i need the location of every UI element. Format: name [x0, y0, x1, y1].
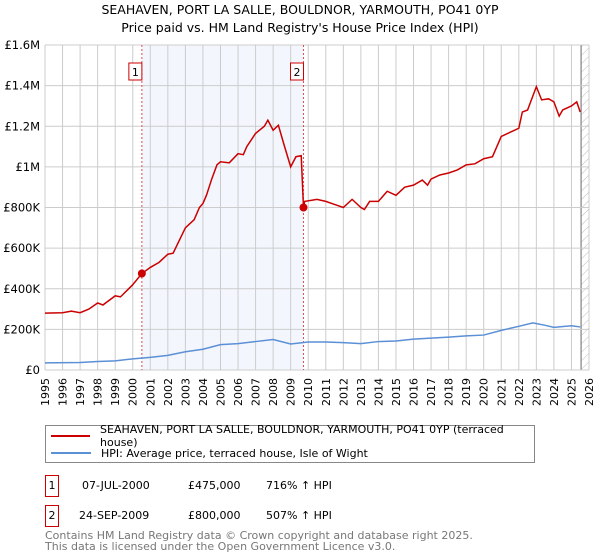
sale-row-2: 2 24-SEP-2009 £800,000 507% ↑ HPI [45, 505, 445, 527]
x-tick-label: 2000 [127, 378, 140, 406]
x-tick-label: 2004 [197, 378, 210, 406]
hpi-line [44, 322, 581, 364]
footer-line-2: This data is licensed under the Open Gov… [45, 540, 396, 553]
x-tick-label: 2018 [443, 378, 456, 406]
y-tick-label: £0 [25, 363, 40, 377]
sale-marker-label: 2 [45, 505, 59, 527]
x-tick-label: 2012 [337, 378, 350, 406]
sale-date: 24-SEP-2009 [79, 509, 150, 522]
x-tick-label: 1996 [57, 378, 70, 406]
x-tick-label: 2022 [513, 378, 526, 406]
x-tick-label: 2026 [583, 378, 596, 406]
sale-row-1: 1 07-JUL-2000 £475,000 716% ↑ HPI [45, 475, 445, 497]
sale-marker-number: 1 [132, 66, 139, 79]
x-tick-label: 2008 [267, 378, 280, 406]
x-tick-label: 2013 [355, 378, 368, 406]
x-tick-label: 2021 [495, 378, 508, 406]
sale-date: 07-JUL-2000 [82, 479, 150, 492]
x-tick-label: 2025 [565, 378, 578, 406]
y-tick-label: £800K [3, 201, 40, 215]
x-tick-label: 2009 [285, 378, 298, 406]
sale-price: £800,000 [188, 509, 241, 522]
legend-label-property: SEAHAVEN, PORT LA SALLE, BOULDNOR, YARMO… [100, 423, 504, 449]
sale-hpi: 716% ↑ HPI [266, 479, 332, 492]
x-tick-label: 2023 [530, 378, 543, 406]
legend-label-hpi: HPI: Average price, terraced house, Isle… [101, 446, 368, 460]
sale-hpi: 507% ↑ HPI [266, 509, 332, 522]
y-tick-label: £400K [3, 282, 40, 296]
sale-marker-number: 2 [293, 66, 300, 79]
x-tick-label: 2002 [162, 378, 175, 406]
x-tick-label: 2011 [320, 378, 333, 406]
sale-point [137, 269, 146, 278]
x-tick-label: 2017 [425, 378, 438, 406]
x-tick-label: 2019 [460, 378, 473, 406]
sale-price: £475,000 [188, 479, 241, 492]
x-tick-label: 2003 [179, 378, 192, 406]
y-tick-label: £200K [3, 322, 40, 336]
y-tick-label: £1.4M [4, 79, 40, 93]
chart-title: SEAHAVEN, PORT LA SALLE, BOULDNOR, YARMO… [101, 2, 499, 17]
x-tick-label: 2005 [214, 378, 227, 406]
x-tick-label: 2010 [302, 378, 315, 406]
x-tick-label: 2014 [372, 378, 385, 406]
sale-point [299, 203, 308, 212]
chart-subtitle: Price paid vs. HM Land Registry's House … [121, 20, 479, 35]
legend-swatch-hpi [51, 452, 91, 454]
x-tick-label: 2024 [548, 378, 561, 406]
legend-swatch-property [51, 435, 91, 437]
y-tick-label: £1.2M [4, 119, 40, 133]
y-tick-label: £1.6M [4, 38, 40, 52]
sale-marker-box [289, 62, 304, 81]
price-chart: 1995 1996 1997 1998 1999 2000 2001 2002 2003 2004… [3, 38, 596, 406]
footer: Contains HM Land Registry data © Crown c… [45, 530, 473, 552]
footer-line-1: Contains HM Land Registry data © Crown c… [45, 529, 473, 542]
x-tick-label: 1995 [39, 378, 52, 406]
x-tick-label: 2015 [390, 378, 403, 406]
x-tick-label: 1999 [109, 378, 122, 406]
x-tick-label: 2001 [144, 378, 157, 406]
x-tick-label: 2007 [250, 378, 263, 406]
x-tick-label: 2020 [478, 378, 491, 406]
x-tick-label: 1997 [74, 378, 87, 406]
y-tick-label: £1M [15, 160, 40, 174]
legend: SEAHAVEN, PORT LA SALLE, BOULDNOR, YARMO… [45, 423, 535, 463]
x-tick-label: 2006 [232, 378, 245, 406]
property-price-line [44, 84, 581, 314]
sale-marker-box [128, 62, 143, 81]
y-tick-label: £600K [3, 241, 40, 255]
sale-marker-label: 1 [45, 475, 59, 497]
x-tick-label: 2016 [408, 378, 421, 406]
x-tick-label: 1998 [92, 378, 105, 406]
